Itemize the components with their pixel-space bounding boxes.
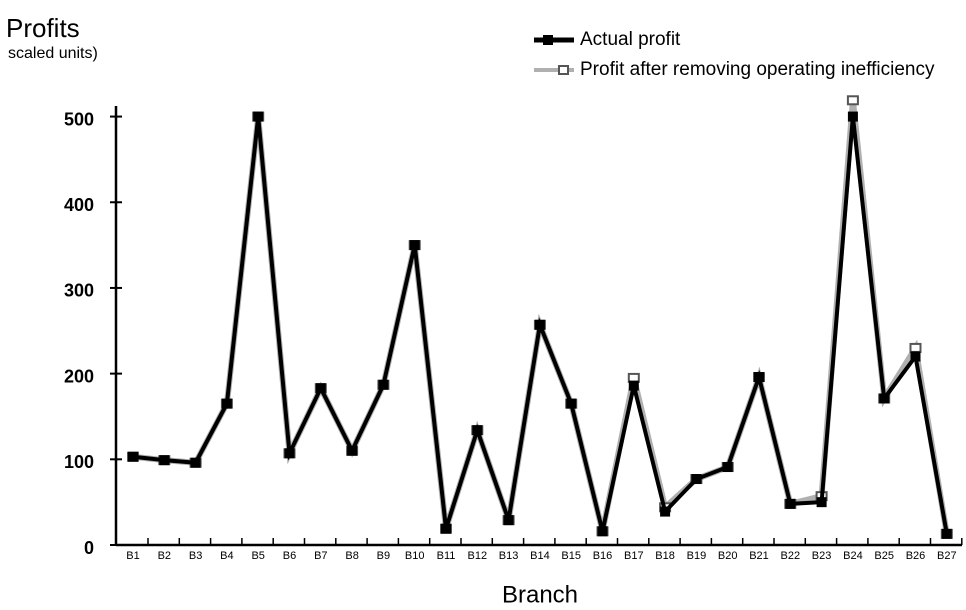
x-tick-label: B24	[843, 550, 863, 562]
point	[846, 95, 859, 106]
point	[347, 445, 358, 456]
x-tick-label: B22	[781, 550, 801, 562]
point	[284, 448, 295, 459]
x-tick-label: B10	[405, 550, 425, 562]
x-tick-label: B14	[530, 550, 550, 562]
x-tick-label: B26	[906, 550, 926, 562]
y-tick-label: 400	[64, 195, 94, 215]
y-tick-label: 300	[64, 281, 94, 301]
x-tick-label: B9	[377, 550, 390, 562]
x-tick-label: B20	[718, 550, 738, 562]
y-tick-label: 0	[84, 538, 94, 558]
x-tick-label: B13	[499, 550, 519, 562]
x-tick-label: B25	[874, 550, 894, 562]
point	[909, 342, 922, 353]
x-tick-label: B7	[314, 550, 327, 562]
point	[754, 372, 764, 383]
x-tick-label: B3	[189, 550, 202, 562]
point	[660, 506, 671, 517]
point	[597, 526, 608, 537]
point	[628, 380, 639, 391]
legend-marker	[543, 35, 553, 45]
point	[409, 240, 420, 251]
x-tick-label: B4	[220, 550, 233, 562]
point	[534, 319, 545, 330]
point	[190, 457, 201, 468]
point	[816, 497, 827, 508]
x-tick-label: B8	[345, 550, 358, 562]
x-tick-label: B11	[437, 550, 456, 562]
point	[691, 474, 702, 485]
point	[378, 379, 389, 390]
point	[941, 528, 952, 539]
x-tick-label: B18	[655, 550, 675, 562]
x-tick-label: B15	[561, 550, 581, 562]
y-tick-label: 500	[64, 109, 94, 129]
x-tick-label: B27	[937, 550, 957, 562]
point	[253, 111, 264, 122]
point	[315, 383, 326, 394]
point	[472, 425, 483, 436]
legend-label: Profit after removing operating ineffici…	[580, 59, 935, 80]
x-tick-label: B21	[749, 550, 769, 562]
x-tick-label: B2	[158, 550, 171, 562]
point	[159, 455, 170, 466]
x-tick-label: B19	[687, 550, 707, 562]
point	[221, 398, 232, 409]
x-axis-label: Branch	[502, 581, 578, 608]
legend-marker	[558, 65, 569, 75]
y-tick-label: 200	[64, 366, 94, 386]
point	[910, 351, 921, 362]
x-tick-label: B16	[593, 550, 613, 562]
x-tick-label: B6	[283, 550, 296, 562]
point	[128, 451, 138, 462]
point	[566, 398, 577, 409]
x-tick-label: B1	[126, 550, 139, 562]
point	[785, 498, 796, 509]
x-tick-label: B23	[812, 550, 832, 562]
point	[879, 393, 890, 404]
x-tick-label: B5	[251, 550, 264, 562]
point	[847, 111, 858, 122]
x-tick-label: B12	[468, 550, 488, 562]
point	[503, 515, 514, 526]
point	[441, 523, 451, 534]
legend-label: Actual profit	[580, 29, 681, 50]
x-tick-label: B17	[624, 550, 644, 562]
point	[722, 462, 733, 473]
y-tick-label: 100	[64, 452, 94, 472]
chart-subtitle: scaled units)	[8, 45, 98, 62]
chart-title: Profits	[6, 13, 80, 43]
